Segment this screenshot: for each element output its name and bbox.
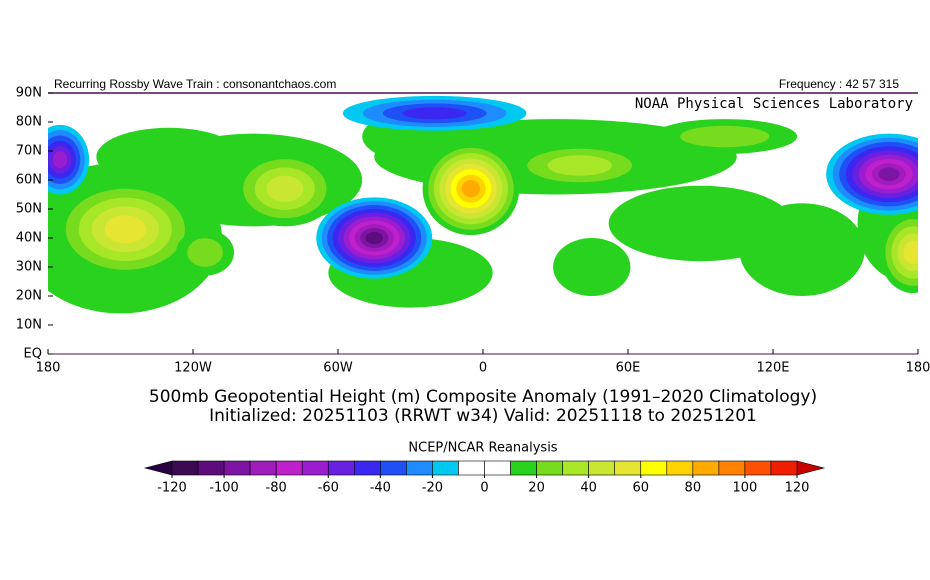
title-line: 500mb Geopotential Height (m) Composite …: [149, 387, 817, 407]
header-right: Frequency : 42 57 315: [779, 77, 899, 91]
lat-label: EQ: [24, 347, 42, 362]
colorbar-box: [640, 460, 668, 476]
colorbar-box: [510, 460, 537, 476]
lat-label: 10N: [16, 318, 42, 333]
colorbar-box: [692, 460, 720, 476]
colorbar-box: [458, 460, 485, 476]
lon-label: 60E: [616, 361, 641, 376]
colorbar-box: [301, 460, 329, 476]
lat-label: 20N: [16, 289, 42, 304]
colorbar-box: [275, 460, 303, 476]
colorbar-box: [353, 460, 381, 476]
colorbar-tick-label: -80: [266, 481, 287, 496]
colorbar-box: [562, 460, 589, 476]
lon-label: 120E: [756, 361, 789, 376]
anomaly-contour: [187, 238, 223, 267]
lat-label: 70N: [16, 144, 42, 159]
colorbar-box: [171, 460, 199, 476]
lat-label: 30N: [16, 260, 42, 275]
header-left: Recurring Rossby Wave Train : consonantc…: [54, 77, 336, 91]
colorbar-box: [197, 460, 225, 476]
colorbar-box: [249, 460, 277, 476]
colorbar-box: [614, 460, 642, 476]
colorbar-box: [223, 460, 251, 476]
anomaly-contour: [53, 151, 68, 169]
anomaly-contour: [402, 107, 467, 120]
anomaly-contour: [878, 167, 900, 181]
title-line: Initialized: 20251103 (RRWT w34) Valid: …: [209, 406, 757, 426]
colorbar-tick-label: -40: [370, 481, 391, 496]
colorbar-label: NCEP/NCAR Reanalysis: [408, 441, 557, 456]
colorbar-box: [432, 460, 459, 476]
colorbar-box: [744, 460, 772, 476]
colorbar-box: [380, 460, 407, 476]
anomaly-contour: [547, 155, 612, 176]
anomaly-contour: [266, 175, 304, 202]
lat-label: 90N: [16, 86, 42, 101]
anomaly-contour: [461, 180, 480, 198]
colorbar-box: [536, 460, 563, 476]
lon-label: 120W: [174, 361, 212, 376]
anomaly-contour: [553, 238, 631, 296]
anomaly-contour: [680, 125, 770, 148]
anomaly-contour: [365, 231, 384, 245]
lat-label: 60N: [16, 173, 42, 188]
colorbar-tick-label: 100: [733, 481, 758, 496]
colorbar-box: [484, 460, 511, 476]
lat-label: 50N: [16, 202, 42, 217]
lon-label: 180: [36, 361, 61, 376]
lat-label: 40N: [16, 231, 42, 246]
colorbar-box: [406, 460, 433, 476]
anomaly-contour: [739, 203, 865, 296]
colorbar-tick-label: 0: [480, 481, 488, 496]
colorbar-tick-label: 40: [580, 481, 597, 496]
anomaly-contour: [96, 127, 242, 186]
colorbar-box: [666, 460, 694, 476]
colorbar-box: [588, 460, 616, 476]
lat-label: 80N: [16, 115, 42, 130]
lon-label: 0: [479, 361, 487, 376]
colorbar-box: [327, 460, 355, 476]
colorbar-box: [718, 460, 746, 476]
anomaly-field: [48, 95, 918, 314]
anomaly-contour: [903, 240, 918, 265]
colorbar-tick-label: 80: [685, 481, 702, 496]
colorbar-tick-label: -60: [318, 481, 339, 496]
colorbar-tick-label: 20: [528, 481, 545, 496]
colorbar-tick-label: -120: [157, 481, 187, 496]
colorbar-tick-label: 120: [785, 481, 810, 496]
anomaly-contour: [104, 215, 147, 244]
lon-label: 60W: [323, 361, 353, 376]
colorbar-box: [770, 460, 798, 476]
colorbar-tick-label: -100: [209, 481, 239, 496]
lab-label: NOAA Physical Sciences Laboratory: [635, 96, 913, 112]
colorbar-tick-label: 60: [632, 481, 649, 496]
lon-label: 180: [906, 361, 930, 376]
colorbar-tick-label: -20: [422, 481, 443, 496]
